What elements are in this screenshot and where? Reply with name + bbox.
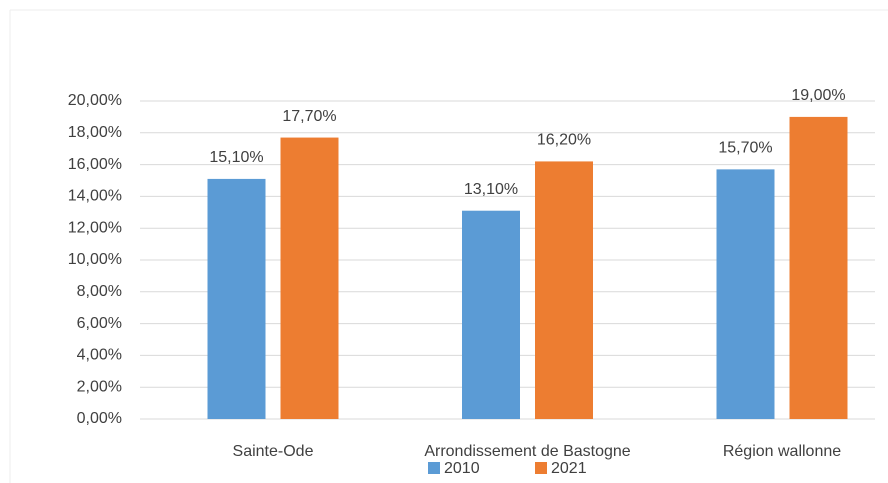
y-tick-label: 12,00% xyxy=(68,219,122,236)
value-label: 15,10% xyxy=(209,149,263,166)
y-tick-label: 6,00% xyxy=(77,315,122,332)
value-label: 19,00% xyxy=(791,87,845,104)
bar xyxy=(207,178,266,419)
bar xyxy=(789,116,848,420)
x-tick-label: Sainte-Ode xyxy=(233,443,314,460)
y-tick-label: 8,00% xyxy=(77,283,122,300)
y-tick-label: 10,00% xyxy=(68,251,122,268)
value-label: 15,70% xyxy=(718,140,772,157)
y-tick-label: 16,00% xyxy=(68,156,122,173)
legend-label: 2010 xyxy=(444,460,480,477)
value-label: 13,10% xyxy=(464,181,518,198)
value-label: 16,20% xyxy=(537,132,591,149)
y-tick-label: 0,00% xyxy=(77,410,122,427)
bar xyxy=(716,169,775,419)
y-tick-label: 14,00% xyxy=(68,188,122,205)
x-tick-label: Arrondissement de Bastogne xyxy=(424,443,630,460)
legend-swatch xyxy=(535,462,547,474)
y-tick-label: 18,00% xyxy=(68,124,122,141)
legend-label: 2021 xyxy=(551,460,587,477)
bar xyxy=(535,161,593,420)
y-tick-label: 20,00% xyxy=(68,92,122,109)
value-label: 17,70% xyxy=(282,108,336,125)
bar xyxy=(462,210,520,419)
legend-swatch xyxy=(428,462,440,474)
bar xyxy=(280,137,339,419)
x-tick-label: Région wallonne xyxy=(723,443,841,460)
y-tick-label: 2,00% xyxy=(77,378,122,395)
y-tick-label: 4,00% xyxy=(77,347,122,364)
